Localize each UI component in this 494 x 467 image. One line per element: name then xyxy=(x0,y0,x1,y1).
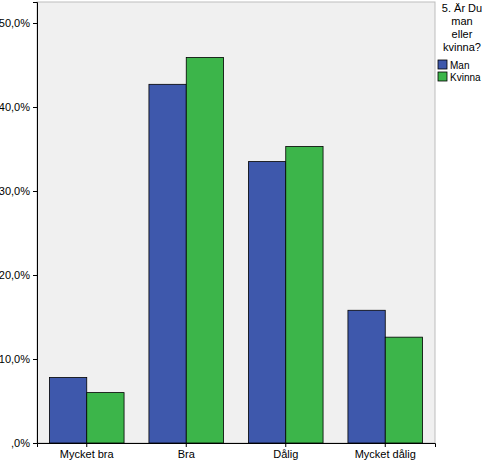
legend-swatch xyxy=(438,72,447,81)
tick-label: 10,0% xyxy=(0,353,30,365)
tick-label: 30,0% xyxy=(0,185,30,197)
legend-label: Man xyxy=(450,60,469,71)
axis-line xyxy=(33,3,38,444)
tick-label: 40,0% xyxy=(0,101,30,113)
tick-mark xyxy=(186,443,187,447)
tick: Dålig xyxy=(273,443,298,460)
tick: 20,0% xyxy=(0,269,37,281)
tick-label: Bra xyxy=(178,448,196,460)
bar xyxy=(49,377,86,443)
tick: ,0% xyxy=(11,437,37,449)
tick-mark xyxy=(86,443,87,447)
bar xyxy=(286,146,323,443)
plot-background xyxy=(37,2,435,443)
bar xyxy=(149,84,186,443)
bar xyxy=(186,57,223,443)
tick-label: Mycket dålig xyxy=(355,448,416,460)
plot: ,0% 10,0% 20,0% 30,0% 40,0% 50,0% Mycket bra Br… xyxy=(0,2,436,460)
y-axis: ,0% 10,0% 20,0% 30,0% 40,0% 50,0% xyxy=(0,3,38,450)
tick: 40,0% xyxy=(0,101,37,113)
legend-swatch xyxy=(438,60,447,69)
tick-mark xyxy=(33,443,37,444)
tick-label: ,0% xyxy=(11,437,30,449)
tick: 10,0% xyxy=(0,353,37,365)
tick-label: Dålig xyxy=(273,448,298,460)
tick-label: 20,0% xyxy=(0,269,30,281)
bars xyxy=(49,57,422,443)
tick: 30,0% xyxy=(0,185,37,197)
tick-mark xyxy=(33,23,37,24)
tick: Mycket bra xyxy=(60,443,115,460)
tick-mark xyxy=(33,107,37,108)
tick-mark xyxy=(33,275,37,276)
tick: Bra xyxy=(178,443,196,460)
x-axis: Mycket bra Bra Dålig Mycket dålig xyxy=(38,443,436,460)
tick-label: Mycket bra xyxy=(60,448,115,460)
bar xyxy=(248,162,285,443)
tick-mark xyxy=(285,443,286,447)
legend: 5. Är Dumanellerkvinna? ManKvinna xyxy=(438,2,482,83)
tick-mark xyxy=(385,443,386,447)
legend-title: 5. Är Dumanellerkvinna? xyxy=(442,2,482,53)
axis-line xyxy=(38,444,436,448)
bar xyxy=(348,310,385,443)
tick: 50,0% xyxy=(0,17,37,29)
legend-label: Kvinna xyxy=(450,72,481,83)
tick-mark xyxy=(33,359,37,360)
bar xyxy=(87,393,124,443)
tick-label: 50,0% xyxy=(0,17,30,29)
bar xyxy=(385,337,422,443)
tick: Mycket dålig xyxy=(355,443,416,460)
tick-mark xyxy=(33,191,37,192)
